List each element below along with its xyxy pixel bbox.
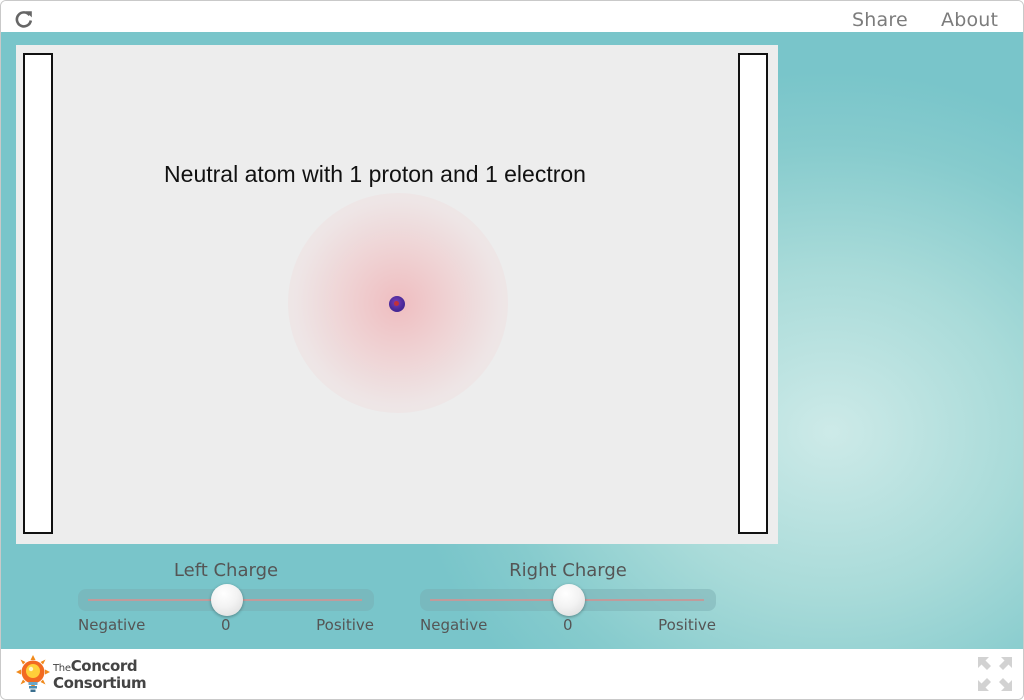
simulation-stage: Neutral atom with 1 proton and 1 electro… (1, 32, 1023, 649)
left-charge-plate (23, 53, 53, 534)
right-charge-plate (738, 53, 768, 534)
right-charge-zero-label: 0 (563, 616, 573, 634)
logo-consortium: Consortium (53, 674, 147, 692)
right-charge-negative-label: Negative (420, 616, 488, 634)
footer: TheConcord Consortium (1, 649, 1023, 699)
logo-concord: Concord (70, 657, 138, 675)
share-link[interactable]: Share (852, 9, 908, 31)
right-charge-slider-handle[interactable] (553, 584, 585, 616)
about-link[interactable]: About (941, 9, 999, 31)
logo-the: The (53, 663, 71, 674)
concord-lightbulb-logo-icon[interactable] (15, 654, 51, 694)
left-charge-control: Left Charge Negative 0 Positive (78, 560, 374, 640)
left-charge-zero-label: 0 (221, 616, 231, 634)
simulation-canvas[interactable]: Neutral atom with 1 proton and 1 electro… (16, 45, 778, 544)
right-charge-control: Right Charge Negative 0 Positive (420, 560, 716, 640)
left-charge-slider-handle[interactable] (211, 584, 243, 616)
fullscreen-icon[interactable] (976, 655, 1014, 693)
simulation-title: Neutral atom with 1 proton and 1 electro… (164, 161, 586, 187)
concord-consortium-logo-text[interactable]: TheConcord Consortium (53, 657, 147, 692)
proton (389, 296, 405, 312)
reload-icon[interactable] (15, 10, 33, 28)
left-charge-positive-label: Positive (316, 616, 374, 634)
left-charge-label: Left Charge (173, 560, 279, 581)
right-charge-label: Right Charge (509, 560, 627, 581)
left-charge-negative-label: Negative (78, 616, 146, 634)
right-charge-positive-label: Positive (658, 616, 716, 634)
top-bar: Share About (1, 1, 1023, 32)
